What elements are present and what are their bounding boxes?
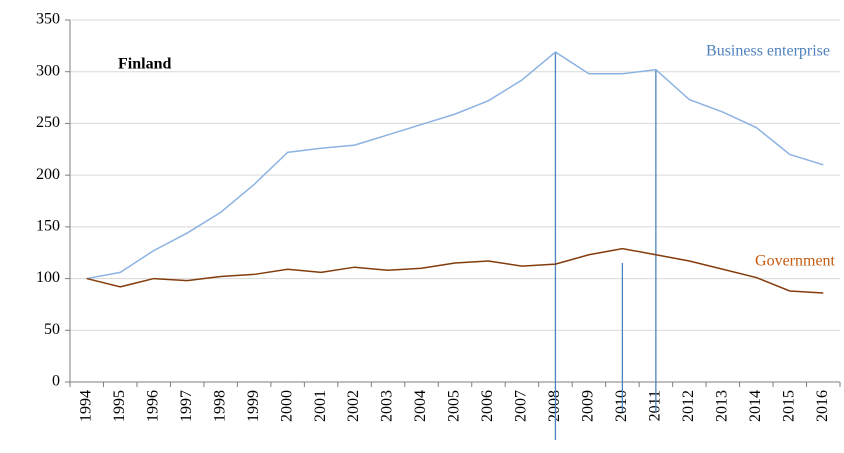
x-tick-label: 2004: [412, 390, 429, 422]
y-tick-label: 100: [36, 269, 60, 286]
x-tick-label: 1995: [111, 390, 128, 422]
x-tick-label: 1994: [77, 390, 94, 422]
x-tick-label: 2008: [546, 390, 563, 422]
x-tick-label: 2014: [747, 390, 764, 422]
x-tick-label: 2015: [780, 390, 797, 422]
y-tick-label: 50: [44, 321, 60, 338]
y-tick-label: 0: [52, 373, 60, 390]
x-tick-label: 2012: [680, 390, 697, 422]
x-tick-label: 2011: [647, 390, 664, 421]
x-tick-label: 2005: [446, 390, 463, 422]
x-tick-label: 2002: [345, 390, 362, 422]
x-tick-label: 2006: [479, 390, 496, 422]
series-label: Government: [755, 253, 836, 270]
x-tick-label: 2001: [312, 390, 329, 422]
y-tick-label: 150: [36, 218, 60, 235]
y-tick-label: 350: [36, 11, 60, 28]
x-tick-label: 1996: [144, 390, 161, 422]
x-tick-label: 2007: [513, 390, 530, 422]
x-tick-label: 2009: [580, 390, 597, 422]
x-tick-label: 2003: [379, 390, 396, 422]
y-tick-label: 200: [36, 166, 60, 183]
y-tick-label: 300: [36, 62, 60, 79]
y-tick-label: 250: [36, 114, 60, 131]
x-tick-label: 1999: [245, 390, 262, 422]
x-tick-label: 1997: [178, 390, 195, 422]
x-tick-label: 2013: [713, 390, 730, 422]
x-tick-label: 2016: [814, 390, 831, 422]
x-tick-label: 2000: [278, 390, 295, 422]
x-tick-label: 1998: [211, 390, 228, 422]
series-line: [86, 51, 824, 280]
series-label: Business enterprise: [706, 43, 830, 60]
series-line: [86, 247, 824, 294]
chart-title: Finland: [118, 56, 171, 73]
x-tick-label: 2010: [613, 390, 630, 422]
